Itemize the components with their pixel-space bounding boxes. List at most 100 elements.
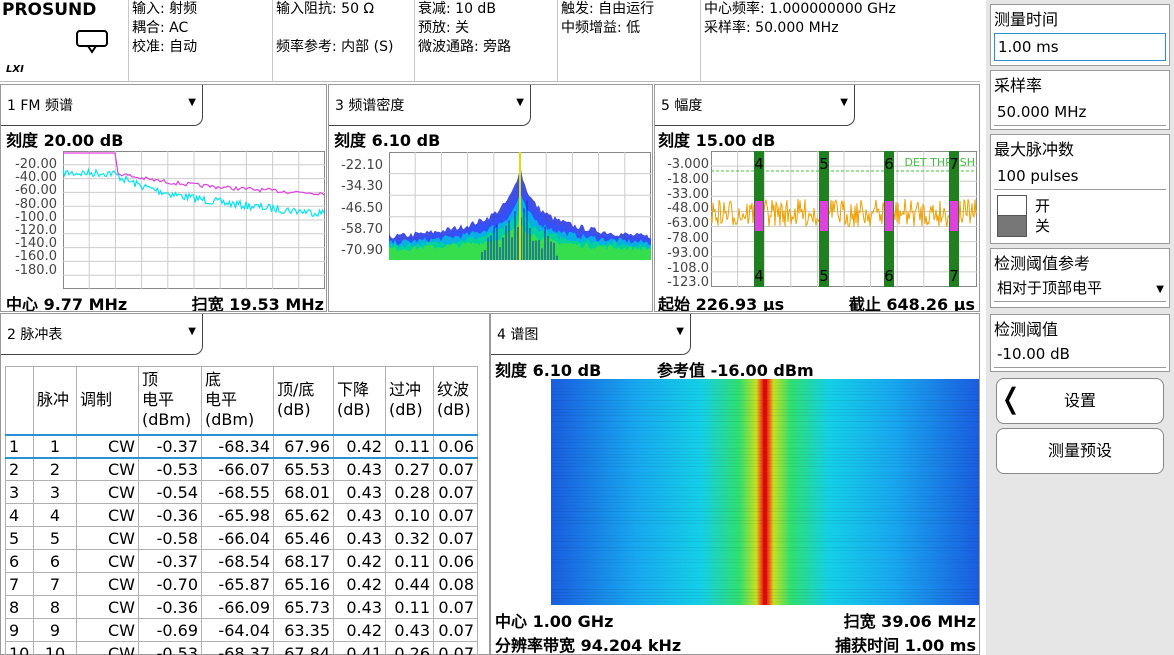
spectral-density-plot <box>389 152 651 260</box>
amplitude-title-dropdown[interactable]: 5 幅度 ▼ <box>655 85 855 126</box>
dropdown-arrow-icon: ▼ <box>188 97 196 108</box>
table-cell: CW <box>76 641 139 655</box>
table-row[interactable]: 4 4 CW -0.36 -65.98 65.62 0.43 0.10 0.07 <box>5 503 478 527</box>
table-cell: 0.42 <box>333 549 386 573</box>
table-header-cell: 调制 <box>76 366 139 435</box>
on-off-toggle[interactable] <box>997 195 1027 237</box>
table-row[interactable]: 8 8 CW -0.36 -66.09 65.73 0.43 0.11 0.07 <box>5 595 478 619</box>
table-cell: 2 <box>5 457 34 481</box>
pulse-marker-label: 7 <box>949 267 959 285</box>
spectrogram-acq-label: 捕获时间 1.00 ms <box>835 636 976 655</box>
sample-rate-softkey[interactable]: 采样率 50.000 MHz <box>990 70 1170 130</box>
pulse-marker-top <box>820 201 828 231</box>
table-cell: 6 <box>5 549 34 573</box>
spectrogram-title-dropdown[interactable]: 4 谱图 ▼ <box>491 314 691 355</box>
table-cell: -68.37 <box>201 641 274 655</box>
max-pulses-input[interactable]: 100 pulses <box>994 163 1166 190</box>
pulse-marker-top <box>885 201 893 231</box>
table-cell: 65.46 <box>273 526 334 550</box>
setup-button[interactable]: ❬ 设置 <box>996 378 1164 424</box>
spectrogram-carrier-line <box>763 379 767 605</box>
meas-time-input[interactable]: 1.00 ms <box>994 33 1166 61</box>
header-input-info: 输入: 射频 耦合: AC 校准: 自动 <box>128 0 272 82</box>
fm-spectrum-plot <box>63 151 325 289</box>
spectrogram-plot <box>551 379 979 605</box>
table-header-cell <box>5 366 34 435</box>
table-cell: 0.11 <box>385 549 434 573</box>
fm-spectrum-title-dropdown[interactable]: 1 FM 频谱 ▼ <box>1 85 203 126</box>
spectral-density-panel[interactable]: 3 频谱密度 ▼ 刻度 6.10 dB -22.10 -34.30 -46.50 -58… <box>328 84 653 312</box>
table-cell: CW <box>76 526 139 550</box>
lxi-logo: LXI <box>6 64 24 75</box>
table-cell: 0.07 <box>433 595 478 619</box>
table-cell: -0.53 <box>138 641 202 655</box>
table-row[interactable]: 6 6 CW -0.37 -68.54 68.17 0.42 0.11 0.06 <box>5 549 478 573</box>
y-tick-label: -40.00 <box>15 170 57 186</box>
table-cell: 0.27 <box>385 457 434 481</box>
threshold-softkey[interactable]: 检测阈值 -10.00 dB <box>990 314 1170 372</box>
table-row[interactable]: 7 7 CW -0.70 -65.87 65.16 0.42 0.44 0.08 <box>5 572 478 596</box>
max-pulses-softkey[interactable]: 最大脉冲数 100 pulses 开 关 <box>990 134 1170 244</box>
table-cell: 10 <box>5 641 34 655</box>
table-row[interactable]: 9 9 CW -0.69 -64.04 63.35 0.42 0.43 0.07 <box>5 618 478 642</box>
table-cell: -0.37 <box>138 549 202 573</box>
y-tick-label: -58.70 <box>341 221 383 237</box>
fm-trace-cyan <box>63 167 325 217</box>
pulse-table[interactable]: 脉冲 调制顶电平 (dBm) 底电平 (dBm) 顶/底 (dB) 下降 (dB) 过冲 (dB) 纹… <box>5 366 478 655</box>
table-row[interactable]: 1 1 CW -0.37 -68.34 67.96 0.42 0.11 0.06 <box>5 433 478 459</box>
dropdown-arrow-icon: ▼ <box>840 97 848 108</box>
pulse-table-title-dropdown[interactable]: 2 脉冲表 ▼ <box>1 314 203 355</box>
table-cell: 68.17 <box>273 549 334 573</box>
sample-rate-input[interactable]: 50.000 MHz <box>994 99 1166 126</box>
spectral-density-title-dropdown[interactable]: 3 频谱密度 ▼ <box>329 85 531 126</box>
max-pulses-label: 最大脉冲数 <box>994 140 1075 159</box>
table-cell: -0.37 <box>138 433 202 459</box>
table-cell: -0.69 <box>138 618 202 642</box>
table-header-cell: 底电平 (dBm) <box>201 366 274 435</box>
fm-scale-label: 刻度 20.00 dB <box>6 131 124 150</box>
table-cell: 0.07 <box>433 503 478 527</box>
measure-preset-button[interactable]: 测量预设 <box>996 428 1164 474</box>
fm-spectrum-panel[interactable]: 1 FM 频谱 ▼ 刻度 20.00 dB -20.00 -40.00 -60.00-… <box>0 84 327 312</box>
threshold-input[interactable]: -10.00 dB <box>994 341 1166 368</box>
table-row[interactable]: 10 10 CW -0.53 -68.37 67.84 0.41 0.26 0.07 <box>5 641 478 655</box>
table-cell: 65.16 <box>273 572 334 596</box>
toggle-off-label: 关 <box>1035 217 1051 235</box>
threshold-ref-select[interactable]: 相对于顶部电平 ▼ <box>994 275 1166 302</box>
pulse-marker-top <box>755 201 763 231</box>
table-cell: -0.70 <box>138 572 202 596</box>
table-cell: CW <box>76 618 139 642</box>
table-cell: 0.43 <box>333 526 386 550</box>
table-cell: 8 <box>5 595 34 619</box>
table-row[interactable]: 5 5 CW -0.58 -66.04 65.46 0.43 0.32 0.07 <box>5 526 478 550</box>
table-row[interactable]: 3 3 CW -0.54 -68.55 68.01 0.43 0.28 0.07 <box>5 480 478 504</box>
table-cell: -68.54 <box>201 549 274 573</box>
amp-scale-label: 刻度 15.00 dB <box>658 131 776 150</box>
table-cell: 5 <box>33 526 77 550</box>
table-cell: 0.32 <box>385 526 434 550</box>
pulse-marker-label: 7 <box>949 155 959 173</box>
table-cell: 6 <box>33 549 77 573</box>
table-cell: 0.08 <box>433 572 478 596</box>
fm-trace-magenta <box>63 152 325 196</box>
table-cell: 0.07 <box>433 526 478 550</box>
pulse-marker-label: 4 <box>754 155 764 173</box>
table-row[interactable]: 2 2 CW -0.53 -66.07 65.53 0.43 0.27 0.07 <box>5 457 478 481</box>
softkey-panel: 测量时间 1.00 ms 采样率 50.000 MHz 最大脉冲数 100 pu… <box>986 0 1174 655</box>
table-cell: -64.04 <box>201 618 274 642</box>
spectrogram-center-label: 中心 1.00 GHz <box>495 612 614 631</box>
table-cell: 0.10 <box>385 503 434 527</box>
table-cell: 9 <box>5 618 34 642</box>
table-cell: 0.28 <box>385 480 434 504</box>
meas-time-softkey[interactable]: 测量时间 1.00 ms <box>990 4 1170 66</box>
table-cell: 67.96 <box>273 433 334 459</box>
amplitude-panel[interactable]: 5 幅度 ▼ 刻度 15.00 dB -3.000 -18.00 -33.00 -48.… <box>654 84 980 312</box>
brand-area: PROSUND LXI <box>0 0 128 82</box>
table-header-cell: 下降 (dB) <box>333 366 386 435</box>
table-cell: 8 <box>33 595 77 619</box>
table-cell: -0.36 <box>138 503 202 527</box>
table-cell: 0.06 <box>433 549 478 573</box>
threshold-ref-softkey[interactable]: 检测阈值参考 相对于顶部电平 ▼ <box>990 248 1170 308</box>
spectrogram-panel[interactable]: 4 谱图 ▼ 刻度 6.10 dB 参考值 -16.00 dBm 中心 1.00 … <box>490 313 980 655</box>
y-tick-label: -48.00 <box>667 201 709 217</box>
